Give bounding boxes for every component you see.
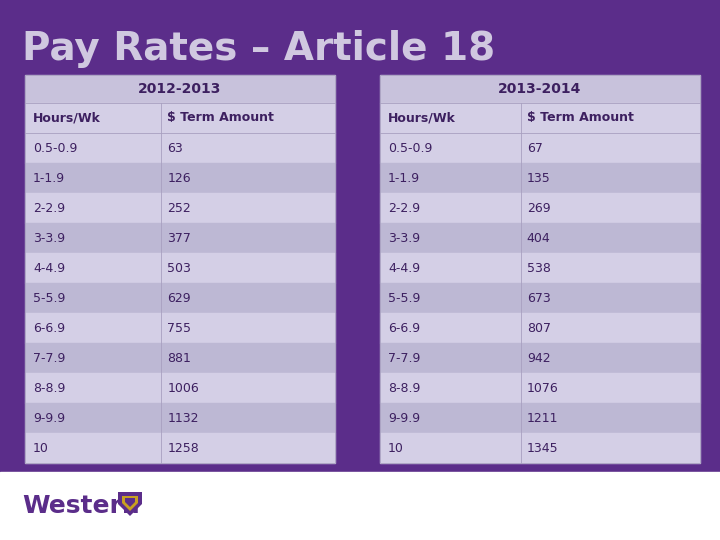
Text: 629: 629	[167, 292, 191, 305]
Text: Pay Rates – Article 18: Pay Rates – Article 18	[22, 30, 495, 68]
Text: Hours/Wk: Hours/Wk	[388, 111, 456, 125]
Text: 5-5.9: 5-5.9	[33, 292, 66, 305]
Bar	[25, 133, 335, 163]
Text: 7-7.9: 7-7.9	[388, 352, 420, 365]
Text: Hours/Wk: Hours/Wk	[33, 111, 101, 125]
Text: 10: 10	[33, 442, 49, 455]
Text: 67: 67	[527, 141, 543, 154]
Polygon shape	[122, 496, 138, 511]
Text: 7-7.9: 7-7.9	[33, 352, 66, 365]
Bar	[25, 75, 335, 463]
Bar	[25, 193, 335, 223]
Text: 135: 135	[527, 172, 551, 185]
Text: Western: Western	[22, 494, 140, 518]
Text: 6-6.9: 6-6.9	[388, 321, 420, 334]
Text: 10: 10	[388, 442, 404, 455]
Bar	[380, 343, 700, 373]
Text: $ Term Amount: $ Term Amount	[527, 111, 634, 125]
Bar	[0, 472, 720, 540]
Bar	[25, 223, 335, 253]
Text: 8-8.9: 8-8.9	[388, 381, 420, 395]
Text: 4-4.9: 4-4.9	[388, 261, 420, 274]
Text: 673: 673	[527, 292, 551, 305]
Text: 2013-2014: 2013-2014	[498, 82, 582, 96]
Bar	[380, 193, 700, 223]
Text: 269: 269	[527, 201, 550, 214]
Bar	[380, 433, 700, 463]
Text: 2-2.9: 2-2.9	[33, 201, 65, 214]
Text: 6-6.9: 6-6.9	[33, 321, 65, 334]
Text: $ Term Amount: $ Term Amount	[167, 111, 274, 125]
Text: 755: 755	[167, 321, 192, 334]
Text: 9-9.9: 9-9.9	[33, 411, 65, 424]
Bar	[380, 403, 700, 433]
Text: 942: 942	[527, 352, 550, 365]
Bar	[380, 313, 700, 343]
Bar	[25, 283, 335, 313]
Bar	[25, 313, 335, 343]
Bar	[380, 373, 700, 403]
Text: 126: 126	[167, 172, 191, 185]
Text: 252: 252	[167, 201, 191, 214]
Text: 63: 63	[167, 141, 183, 154]
Text: 1345: 1345	[527, 442, 559, 455]
Bar	[380, 223, 700, 253]
Bar	[25, 403, 335, 433]
Text: 1006: 1006	[167, 381, 199, 395]
Bar	[25, 433, 335, 463]
Text: 1132: 1132	[167, 411, 199, 424]
Text: 503: 503	[167, 261, 192, 274]
Text: 5-5.9: 5-5.9	[388, 292, 420, 305]
Text: 1258: 1258	[167, 442, 199, 455]
Bar	[380, 253, 700, 283]
Polygon shape	[125, 498, 135, 507]
Bar	[25, 253, 335, 283]
Bar	[380, 103, 700, 133]
Bar	[380, 163, 700, 193]
Text: 8-8.9: 8-8.9	[33, 381, 66, 395]
Text: 0.5-0.9: 0.5-0.9	[388, 141, 433, 154]
Bar	[25, 343, 335, 373]
Text: 9-9.9: 9-9.9	[388, 411, 420, 424]
Bar	[380, 75, 700, 103]
Text: 881: 881	[167, 352, 192, 365]
Polygon shape	[118, 492, 142, 516]
Bar	[25, 163, 335, 193]
Text: 1-1.9: 1-1.9	[388, 172, 420, 185]
Text: 404: 404	[527, 232, 551, 245]
Bar	[380, 133, 700, 163]
Bar	[25, 373, 335, 403]
Bar	[25, 103, 335, 133]
Text: 0.5-0.9: 0.5-0.9	[33, 141, 77, 154]
Bar	[25, 75, 335, 103]
Text: 3-3.9: 3-3.9	[33, 232, 65, 245]
Text: 2012-2013: 2012-2013	[138, 82, 222, 96]
Text: 807: 807	[527, 321, 551, 334]
Text: 538: 538	[527, 261, 551, 274]
Text: 2-2.9: 2-2.9	[388, 201, 420, 214]
Bar	[380, 283, 700, 313]
Text: 1076: 1076	[527, 381, 559, 395]
Text: 3-3.9: 3-3.9	[388, 232, 420, 245]
Text: 4-4.9: 4-4.9	[33, 261, 65, 274]
Text: 1211: 1211	[527, 411, 558, 424]
Text: 1-1.9: 1-1.9	[33, 172, 65, 185]
Bar	[380, 75, 700, 463]
Text: 377: 377	[167, 232, 192, 245]
